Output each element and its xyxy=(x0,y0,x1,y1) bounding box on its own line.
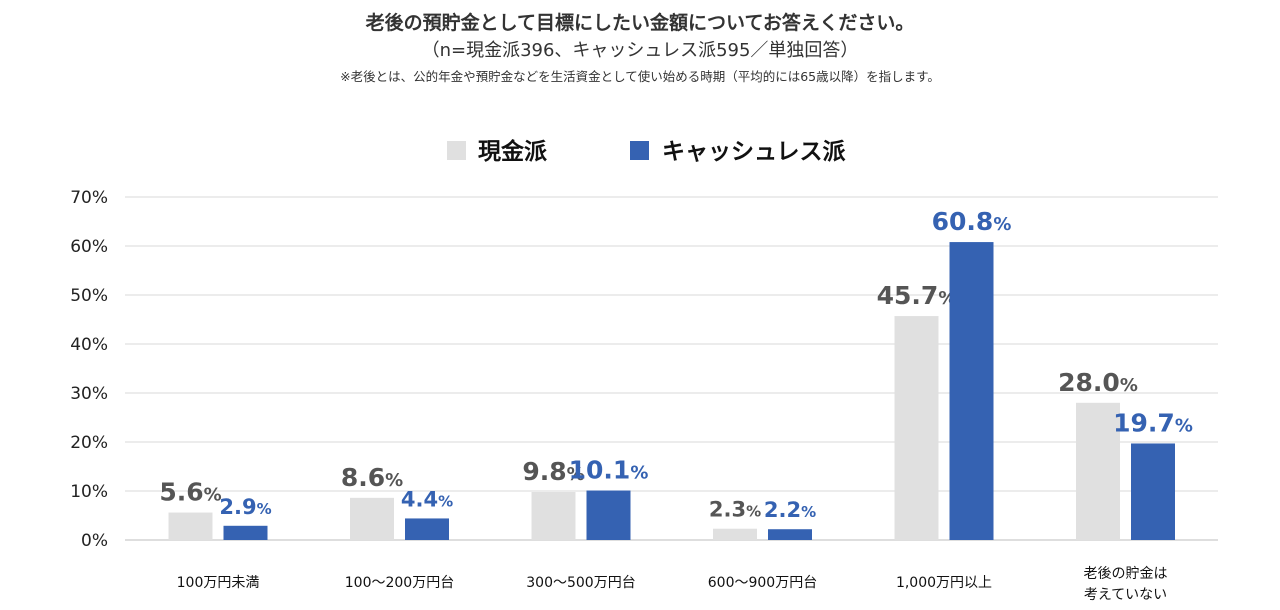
bar-cash xyxy=(168,512,213,540)
data-label: 19.7% xyxy=(1113,408,1193,437)
y-tick-label: 30% xyxy=(70,384,108,404)
bar-cash xyxy=(350,497,394,540)
legend-swatch xyxy=(447,141,466,160)
bar-cash xyxy=(1076,402,1120,540)
y-tick-label: 50% xyxy=(70,286,108,306)
y-tick-label: 20% xyxy=(70,433,108,453)
data-label: 2.9% xyxy=(219,495,271,519)
legend-swatch xyxy=(630,141,649,160)
bar-cashless xyxy=(1131,443,1175,540)
y-tick-label: 40% xyxy=(70,335,108,355)
chart-subtitle: （n=現金派396、キャッシュレス派595／単独回答） xyxy=(421,40,859,61)
data-label: 60.8% xyxy=(932,207,1012,236)
data-label: 9.8% xyxy=(522,457,584,486)
y-tick-label: 10% xyxy=(70,482,108,502)
bar-cash xyxy=(713,528,757,540)
data-label: 2.2% xyxy=(764,498,816,522)
legend-label: 現金派 xyxy=(478,138,547,165)
chart-title: 老後の預貯金として目標にしたい金額についてお答えください。 xyxy=(365,12,915,34)
data-label: 10.1% xyxy=(569,456,649,485)
data-label: 28.0% xyxy=(1058,368,1138,397)
legend-label: キャッシュレス派 xyxy=(662,139,846,165)
data-label: 2.3% xyxy=(709,498,761,522)
x-category-label: 1,000万円以上 xyxy=(896,575,992,591)
bar-cashless xyxy=(223,525,268,540)
data-label: 5.6% xyxy=(159,478,221,507)
x-category-label: 100～200万円台 xyxy=(345,575,454,591)
bar-cashless xyxy=(949,242,994,540)
x-category-label: 100万円未満 xyxy=(177,575,260,591)
bar-cashless xyxy=(768,529,812,540)
bar-cash xyxy=(894,316,939,540)
y-tick-label: 70% xyxy=(70,188,108,208)
bar-cashless xyxy=(586,490,631,540)
chart-note: ※老後とは、公的年金や預貯金などを生活資金として使い始める時期（平均的には65歳… xyxy=(340,69,940,84)
data-label: 45.7% xyxy=(877,281,957,310)
data-label: 8.6% xyxy=(341,463,403,492)
y-tick-label: 60% xyxy=(70,237,108,257)
bar-cash xyxy=(531,491,576,540)
x-category-label: 老後の貯金は考えていない xyxy=(1084,566,1168,603)
x-category-label: 600～900万円台 xyxy=(708,575,817,591)
bar-cashless xyxy=(405,518,449,540)
data-label: 4.4% xyxy=(401,487,453,511)
x-category-label: 300～500万円台 xyxy=(526,575,635,591)
y-tick-label: 0% xyxy=(81,531,108,551)
